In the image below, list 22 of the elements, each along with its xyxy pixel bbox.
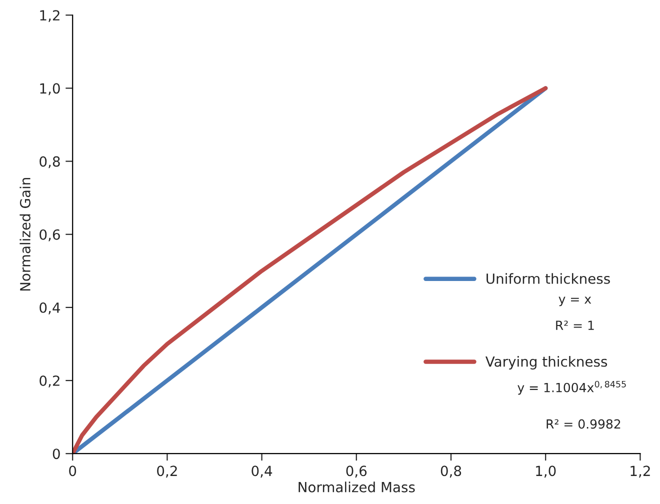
- y-tick-label: 0,4: [40, 302, 60, 314]
- x-tick-label: 0,6: [346, 466, 367, 478]
- x-tick-label: 0,2: [157, 466, 177, 478]
- annotation: y = x: [558, 296, 592, 306]
- annotation: R² = 0.9982: [546, 419, 620, 429]
- y-axis-title: Normalized Gain: [20, 178, 30, 291]
- y-tick-label: 0: [52, 448, 60, 460]
- y-tick-label: 0,8: [40, 156, 60, 168]
- x-tick-label: 0,8: [440, 466, 462, 478]
- y-tick-label: 1,0: [40, 83, 60, 96]
- annotation: R² = 1: [556, 320, 594, 330]
- x-tick-label: 1,2: [630, 466, 650, 478]
- y-tick-label: 0,2: [40, 375, 60, 388]
- annotation: y = 1.1004x$^{0,8455}$: [518, 380, 626, 395]
- x-axis-title: Normalized Mass: [298, 482, 415, 492]
- x-tick-label: 1,0: [536, 466, 556, 478]
- legend-label: Uniform thickness: [486, 273, 610, 284]
- legend-label: Varying thickness: [485, 356, 608, 370]
- y-tick-label: 0,6: [40, 229, 60, 242]
- x-tick-label: 0,4: [252, 466, 272, 478]
- y-tick-label: 1,2: [40, 10, 60, 22]
- x-tick-label: 0: [69, 466, 76, 476]
